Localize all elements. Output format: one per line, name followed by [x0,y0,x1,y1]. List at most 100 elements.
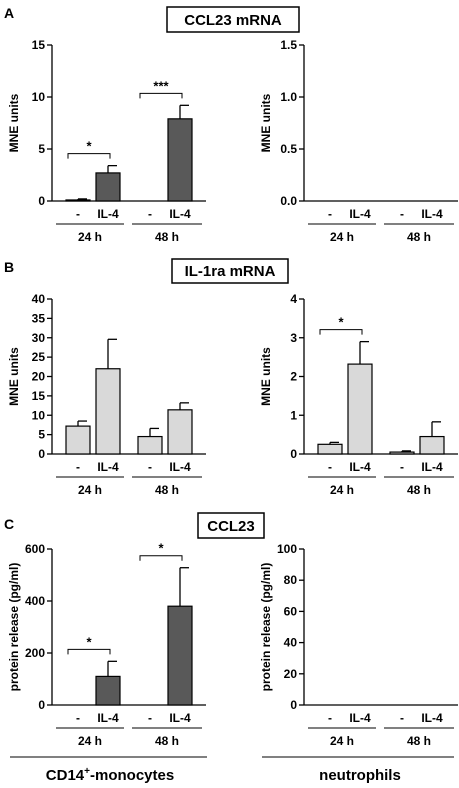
significance-bracket [319,329,363,335]
significance-bracket [67,648,111,655]
significance-label: * [338,315,344,330]
y-axis-label: MNE units [7,347,21,406]
y-tick-label: 0.0 [280,194,297,208]
x-category-label: - [76,711,80,725]
y-tick-label: 0 [38,194,45,208]
y-tick-label: 0 [290,447,297,461]
significance-label: * [158,541,164,556]
x-category-label: IL-4 [349,460,371,474]
x-group-label: 24 h [78,734,102,748]
y-tick-label: 5 [38,428,45,442]
bar [95,172,121,202]
x-category-label: IL-4 [349,207,371,221]
y-tick-label: 0 [38,447,45,461]
chart-b-monocytes: 0 5 10 15 20 25 30 35 40 MNE units - IL-4 - IL-4 24 h 4… [7,292,206,497]
significance-label: * [86,139,92,154]
y-tick-label: 20 [32,370,46,384]
y-tick-label: 3 [290,331,297,345]
x-category-label: IL-4 [169,207,191,221]
chart-b-neutrophils: 0 1 2 3 4 MNE units - IL-4 - IL-4 24 h 48 h * [259,292,458,497]
bar [95,675,121,706]
panel-title-b: IL-1ra mRNA [185,263,276,280]
x-category-label: IL-4 [169,711,191,725]
x-category-label: - [400,460,404,474]
bar [167,118,193,202]
x-category-label: IL-4 [97,460,119,474]
significance-bracket [67,153,111,159]
x-category-label: - [76,207,80,221]
y-tick-label: 400 [25,594,45,608]
y-tick-label: 15 [32,389,46,403]
x-group-label: 48 h [155,483,179,497]
bar [167,409,193,455]
x-category-label: - [328,711,332,725]
y-axis-label: MNE units [259,347,273,406]
x-category-label: IL-4 [421,460,443,474]
significance-label: *** [153,78,169,93]
x-category-label: IL-4 [169,460,191,474]
x-category-label: IL-4 [97,711,119,725]
significance-bracket [139,92,183,99]
panel-title-box-a [166,6,300,33]
y-tick-label: 200 [25,646,45,660]
y-tick-label: 15 [32,38,46,52]
y-tick-label: 100 [277,542,297,556]
x-category-label: - [400,711,404,725]
x-group-label: 24 h [330,230,354,244]
y-tick-label: 1.0 [280,90,297,104]
y-tick-label: 35 [32,311,46,325]
footer-monocytes-post: -monocytes [90,767,174,784]
y-tick-label: 25 [32,350,46,364]
y-tick-label: 5 [38,142,45,156]
bar [65,425,91,455]
panel-letter-b: B [4,259,14,275]
x-category-label: - [76,460,80,474]
x-category-label: - [328,207,332,221]
bar [137,435,163,455]
x-group-label: 48 h [155,734,179,748]
y-axis-label: protein release (pg/ml) [7,563,21,692]
x-group-label: 24 h [330,734,354,748]
y-tick-label: 1 [290,408,297,422]
y-tick-label: 10 [32,408,46,422]
x-group-label: 48 h [155,230,179,244]
footer-label-neutrophils: neutrophils [319,767,401,784]
bar [95,368,121,455]
significance-label: * [86,634,92,649]
x-group-label: 48 h [407,483,431,497]
panel-title-box-c [197,512,265,539]
footer-monocytes-sup: + [84,766,90,777]
bar [65,199,91,202]
panel-title-c: CCL23 [207,518,255,535]
panel-letter-c: C [4,516,14,532]
chart-c-neutrophils: 0 20 40 60 80 100 protein release (pg/ml) - IL-4… [259,542,458,748]
y-tick-label: 0 [290,698,297,712]
bar [167,605,193,706]
x-category-label: - [400,207,404,221]
y-tick-label: 30 [32,331,46,345]
y-tick-label: 1.5 [280,38,297,52]
x-category-label: - [328,460,332,474]
x-category-label: IL-4 [421,207,443,221]
y-tick-label: 600 [25,542,45,556]
x-category-label: IL-4 [349,711,371,725]
y-axis-label: MNE units [259,93,273,152]
x-category-label: - [148,711,152,725]
y-tick-label: 80 [284,573,298,587]
panel-title-a: CCL23 mRNA [184,12,282,29]
y-tick-label: 2 [290,370,297,384]
y-tick-label: 4 [290,292,297,306]
x-group-label: 24 h [78,230,102,244]
chart-a-neutrophils: 0.0 0.5 1.0 1.5 MNE units - IL-4 - IL-4 24 h 48 h [259,38,458,244]
bar [317,443,343,455]
y-tick-label: 0.5 [280,142,297,156]
x-group-label: 24 h [330,483,354,497]
bar [389,451,415,455]
significance-bracket [139,555,183,561]
y-tick-label: 20 [284,667,298,681]
y-axis-label: MNE units [7,93,21,152]
bar [419,435,445,455]
y-tick-label: 40 [284,636,298,650]
y-tick-label: 10 [32,90,46,104]
